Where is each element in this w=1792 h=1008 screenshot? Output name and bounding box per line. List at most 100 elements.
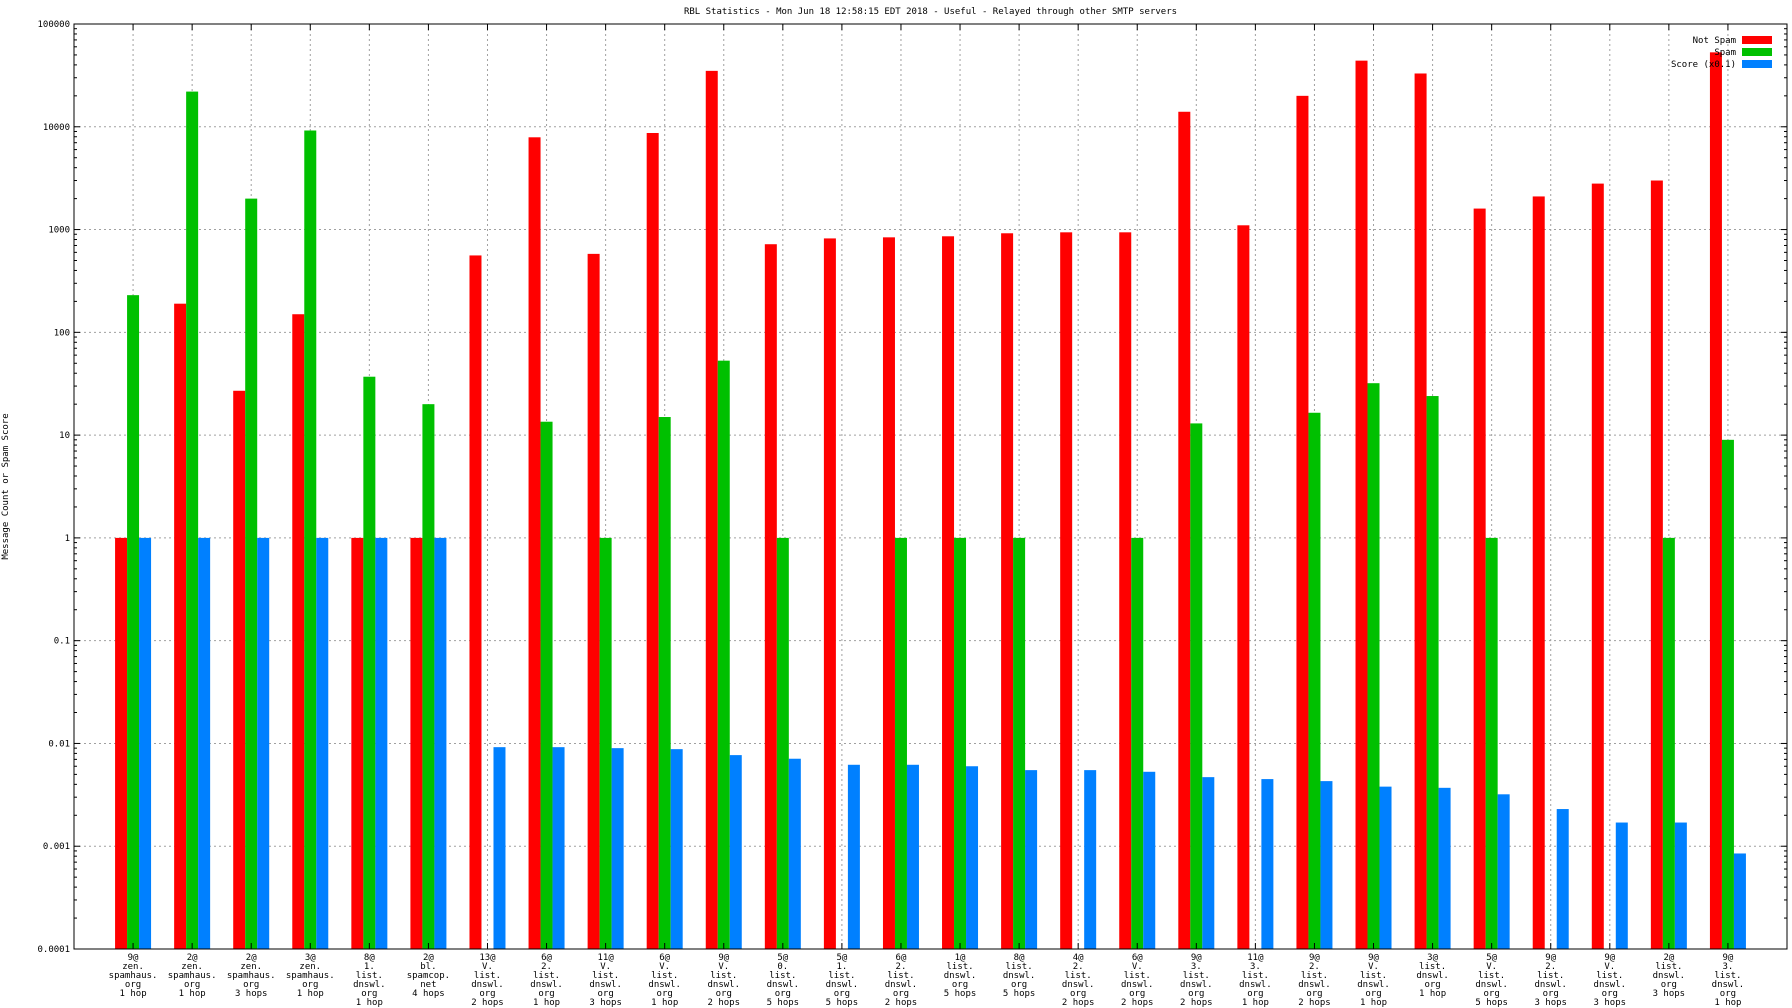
x-tick-label: 6@ V. list. dnswl. org 2 hops [1121, 953, 1154, 1008]
x-tick-label: 9@ 2. list. dnswl. org 3 hops [1534, 953, 1567, 1008]
legend-swatch [1742, 48, 1772, 56]
bar-score-x0-1 [1084, 770, 1097, 949]
bar-spam [776, 537, 789, 949]
y-axis-label: Message Count or Spam Score [1, 413, 11, 559]
bar-not-spam [942, 236, 955, 949]
bar-spam [245, 198, 258, 950]
y-tick-label: 10000 [43, 123, 70, 133]
bar-score-x0-1 [788, 758, 801, 949]
x-tick-label: 9@ zen. spamhaus. org 1 hop [109, 953, 158, 999]
legend-swatch [1742, 36, 1772, 44]
legend-label: Score (x0.1) [1671, 60, 1736, 70]
bar-not-spam [1296, 95, 1309, 950]
bar-score-x0-1 [729, 755, 742, 949]
bar-not-spam [1532, 196, 1545, 949]
bar-not-spam [115, 537, 128, 949]
bar-score-x0-1 [552, 747, 565, 949]
bar-spam [894, 537, 907, 949]
x-tick-label: 6@ V. list. dnswl. org 1 hop [648, 953, 681, 1008]
chart-title: RBL Statistics - Mon Jun 18 12:58:15 EDT… [684, 7, 1177, 17]
bar-spam [1131, 537, 1144, 949]
bar-spam [1367, 383, 1380, 949]
bar-spam [1485, 537, 1498, 949]
y-axis-ticks: 0.0001 0.001 0.01 0.1 1 10 100 1000 10000 100000 [37, 20, 1787, 955]
y-tick-label: 100 [54, 328, 70, 338]
x-tick-label: 9@ 2. list. dnswl. org 2 hops [1298, 953, 1331, 1008]
bar-not-spam [1650, 180, 1663, 950]
bar-series [115, 52, 1746, 950]
x-tick-label: 8@ 1. list. dnswl. org 1 hop [353, 953, 386, 1008]
bar-score-x0-1 [257, 537, 270, 949]
plot-frame [73, 23, 1788, 950]
bar-score-x0-1 [1497, 794, 1510, 949]
x-tick-label: 13@ V. list. dnswl. org 2 hops [471, 953, 504, 1008]
bar-spam [127, 295, 140, 949]
bar-score-x0-1 [1025, 770, 1038, 949]
y-tick-label: 0.0001 [37, 945, 70, 955]
bar-score-x0-1 [1202, 777, 1215, 949]
x-tick-label: 2@ zen. spamhaus. org 3 hops [227, 953, 276, 999]
bar-score-x0-1 [906, 764, 919, 949]
bar-spam [658, 417, 671, 950]
bar-score-x0-1 [375, 537, 388, 949]
bar-not-spam [351, 537, 364, 949]
bar-score-x0-1 [1674, 822, 1687, 949]
bar-not-spam [646, 132, 659, 950]
bar-not-spam [1178, 111, 1191, 950]
x-tick-label: 5@ 0. list. dnswl. org 5 hops [767, 953, 800, 1008]
bar-score-x0-1 [1556, 809, 1569, 949]
bar-spam [954, 537, 967, 949]
bar-score-x0-1 [1733, 853, 1746, 949]
y-tick-label: 1 [65, 534, 70, 544]
bar-spam [186, 91, 199, 949]
x-tick-label: 8@ list. dnswl. org 5 hops [1003, 953, 1036, 999]
bar-spam [717, 360, 730, 950]
x-tick-label: 1@ list. dnswl. org 5 hops [944, 953, 977, 999]
chart-legend: Not Spam Spam Score (x0.1) [1671, 36, 1772, 70]
y-tick-label: 100000 [37, 20, 70, 30]
bar-spam [1308, 412, 1321, 949]
x-tick-label: 11@ 3. list. dnswl. org 1 hop [1239, 953, 1272, 1008]
y-tick-label: 1000 [48, 226, 70, 236]
bar-not-spam [1001, 233, 1014, 950]
x-tick-label: 6@ 2. list. dnswl. org 1 hop [530, 953, 563, 1008]
bar-not-spam [1237, 225, 1250, 950]
bar-score-x0-1 [1320, 781, 1333, 949]
y-tick-label: 0.001 [43, 842, 70, 852]
bar-not-spam [469, 255, 482, 950]
bar-spam [1721, 439, 1734, 949]
y-tick-label: 10 [59, 431, 70, 441]
grid-lines [74, 24, 1787, 949]
y-tick-label: 0.01 [48, 739, 70, 749]
x-tick-label: 2@ list. dnswl. org 3 hops [1653, 953, 1686, 999]
bar-score-x0-1 [1379, 786, 1392, 949]
bar-not-spam [1355, 60, 1368, 949]
bar-score-x0-1 [670, 749, 683, 949]
bar-score-x0-1 [493, 747, 506, 949]
bar-spam [363, 376, 376, 949]
x-tick-label: 9@ V. list. dnswl. org 2 hops [708, 953, 741, 1008]
y-tick-label: 0.1 [54, 637, 70, 647]
x-tick-label: 6@ 2. list. dnswl. org 2 hops [885, 953, 918, 1008]
bar-score-x0-1 [611, 748, 624, 949]
bar-not-spam [1119, 232, 1132, 950]
bar-not-spam [1414, 73, 1427, 949]
bar-spam [1190, 423, 1203, 949]
bar-not-spam [587, 253, 600, 950]
bar-not-spam [764, 244, 777, 949]
bar-spam [1426, 396, 1439, 950]
bar-score-x0-1 [1438, 787, 1451, 949]
bar-spam [1013, 537, 1026, 949]
x-tick-label: 2@ zen. spamhaus. org 1 hop [168, 953, 217, 999]
bar-score-x0-1 [434, 537, 447, 949]
x-tick-label: 9@ V. list. dnswl. org 1 hop [1357, 953, 1390, 1008]
bar-not-spam [528, 137, 541, 949]
bar-spam [1662, 537, 1675, 949]
x-tick-label: 11@ V. list. dnswl. org 3 hops [589, 953, 622, 1008]
x-tick-label: 5@ 1. list. dnswl. org 5 hops [826, 953, 859, 1008]
bar-score-x0-1 [139, 537, 152, 949]
bar-not-spam [705, 70, 718, 949]
x-tick-label: 2@ bl. spamcop. net 4 hops [407, 953, 450, 999]
